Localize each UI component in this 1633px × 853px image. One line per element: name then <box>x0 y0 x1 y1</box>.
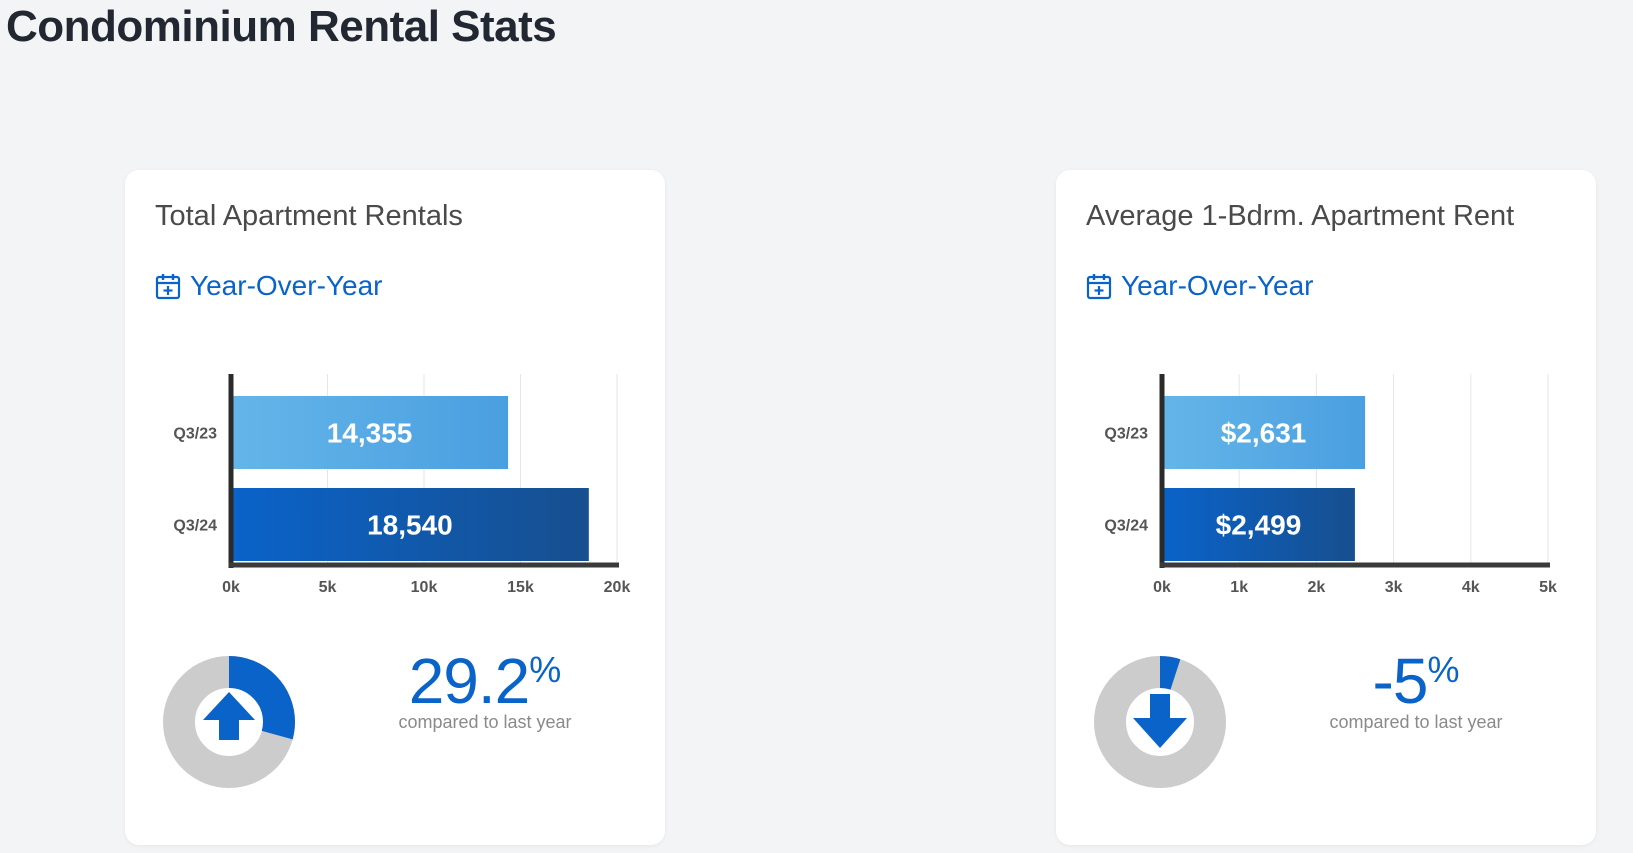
x-tick-label: 5k <box>1539 579 1557 596</box>
period-selector[interactable]: Year-Over-Year <box>155 270 382 302</box>
x-tick-label: 4k <box>1462 579 1480 596</box>
bar-Q3-24 <box>233 488 589 561</box>
change-donut <box>163 656 295 788</box>
x-tick-label: 20k <box>604 579 631 596</box>
bar-value-label: $2,499 <box>1216 510 1302 541</box>
page-title: Condominium Rental Stats <box>6 2 557 51</box>
x-tick-label: 2k <box>1308 579 1326 596</box>
bar-Q3-24 <box>1164 488 1355 561</box>
category-label: Q3/24 <box>173 518 217 535</box>
change-caption: compared to last year <box>1329 712 1503 732</box>
category-label: Q3/23 <box>1104 426 1148 443</box>
x-tick-label: 0k <box>1153 579 1171 596</box>
change-value: 29.2 <box>408 645 531 717</box>
change-unit: % <box>529 649 562 690</box>
category-label: Q3/24 <box>1104 518 1148 535</box>
x-tick-label: 10k <box>411 579 438 596</box>
x-tick-label: 1k <box>1230 579 1248 596</box>
period-selector[interactable]: Year-Over-Year <box>1086 270 1313 302</box>
category-label: Q3/23 <box>173 426 217 443</box>
x-tick-label: 15k <box>507 579 534 596</box>
period-label: Year-Over-Year <box>1121 270 1314 301</box>
change-value: -5 <box>1372 645 1429 717</box>
change-stat: -5% compared to last year <box>1296 648 1536 733</box>
donut-arc <box>1094 656 1226 788</box>
change-caption: compared to last year <box>398 712 572 732</box>
bar-value-label: 18,540 <box>367 510 453 541</box>
bar-value-label: 14,355 <box>327 418 413 449</box>
x-tick-label: 5k <box>319 579 337 596</box>
bar-value-label: $2,631 <box>1221 418 1307 449</box>
calendar-plus-icon <box>155 274 181 300</box>
card-title: Total Apartment Rentals <box>155 200 463 232</box>
arrow-down-icon <box>1133 694 1187 748</box>
x-tick-label: 3k <box>1385 579 1403 596</box>
arrow-up-icon <box>203 692 255 740</box>
change-unit: % <box>1427 649 1460 690</box>
bar-chart: $2,631 Q3/23 $2,499 Q3/24 0k 1k 2k 3k 4k 5k <box>1056 370 1596 610</box>
card-average-1-bdrm-rent: Average 1-Bdrm. Apartment Rent Year-Over… <box>1056 170 1596 845</box>
x-tick-label: 0k <box>222 579 240 596</box>
bar-Q3-23 <box>1164 396 1366 469</box>
bar-Q3-23 <box>233 396 509 469</box>
change-donut <box>1094 656 1226 788</box>
bar-chart: 14,355 Q3/23 18,540 Q3/24 0k 5k 10k 15k 20k <box>125 370 665 610</box>
card-total-apartment-rentals: Total Apartment Rentals Year-Over-Year 1… <box>125 170 665 845</box>
card-title: Average 1-Bdrm. Apartment Rent <box>1086 200 1515 232</box>
change-stat: 29.2% compared to last year <box>365 648 605 733</box>
calendar-plus-icon <box>1086 274 1112 300</box>
period-label: Year-Over-Year <box>190 270 383 301</box>
donut-arc <box>163 656 295 788</box>
